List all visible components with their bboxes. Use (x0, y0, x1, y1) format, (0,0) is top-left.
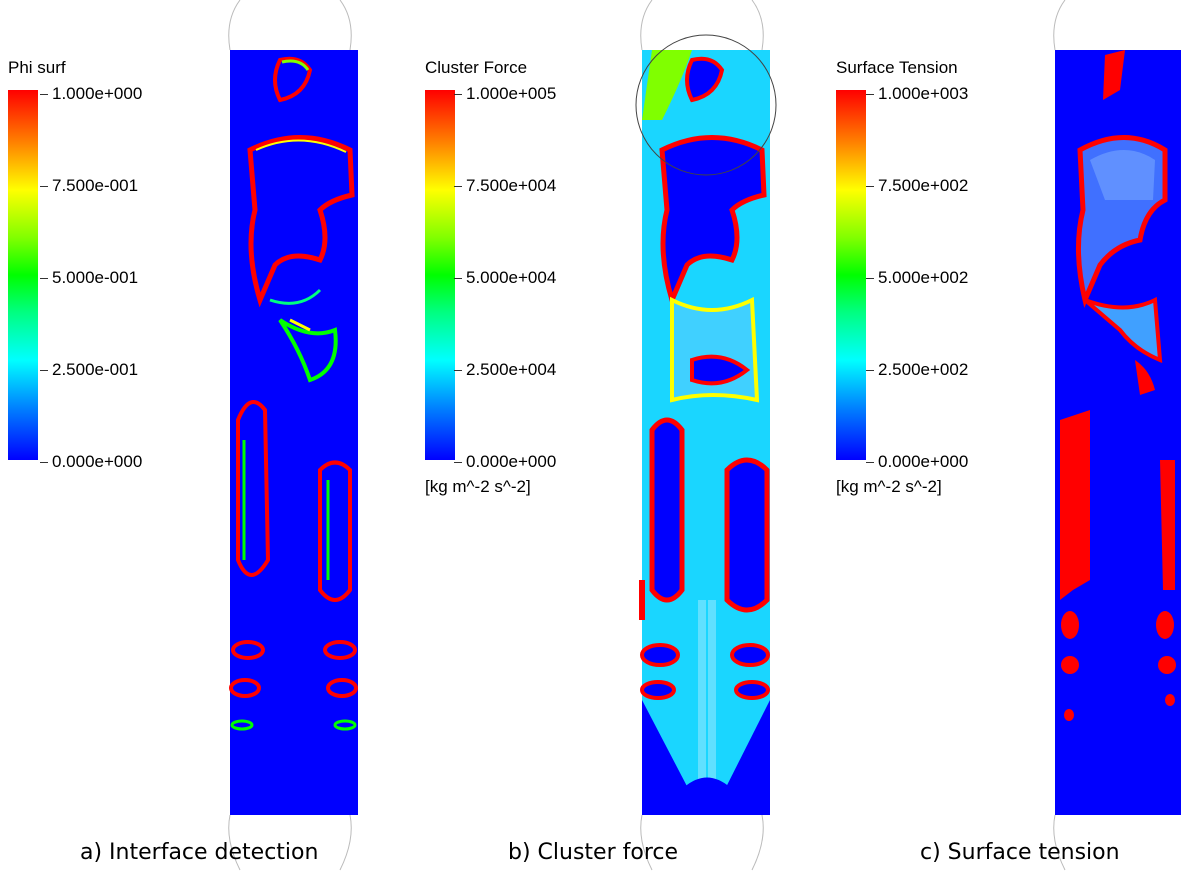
domain-outline (751, 0, 764, 51)
high-tension-region (1158, 656, 1176, 674)
high-tension-region (1103, 50, 1125, 100)
interface-contour (247, 135, 355, 308)
colorbar (425, 90, 455, 460)
interface-contour (229, 678, 261, 698)
contour-field (1053, 0, 1181, 871)
panel-caption: b) Cluster force (508, 840, 679, 865)
low-force-region (734, 680, 770, 700)
colorbar-tick-label: 0.000e+000 (865, 452, 969, 471)
colorbar-tick-label: 1.000e+000 (39, 84, 143, 103)
interface-contour (289, 318, 311, 332)
colorbar (836, 90, 866, 460)
high-tension-region (1160, 460, 1175, 590)
interface-contour (323, 640, 357, 660)
contour-field (228, 0, 358, 871)
panel-caption: a) Interface detection (80, 840, 319, 865)
colorbar-tick-label: 7.500e+004 (453, 176, 557, 195)
colorbar-tick-label: 2.500e+002 (865, 360, 969, 379)
domain-outline (751, 814, 764, 871)
unit-label: [kg m^-2 s^-2] (425, 477, 531, 496)
high-tension-region (1156, 611, 1174, 639)
low-force-region (730, 643, 770, 667)
annotation-circle (636, 35, 776, 175)
low-force-region (640, 643, 680, 667)
legend-title: Phi surf (8, 58, 66, 77)
domain-outline (640, 0, 653, 51)
high-tension-region (1064, 709, 1074, 721)
colorbar (8, 90, 38, 460)
domain-outline (228, 814, 241, 871)
colorbar-tick-label: 7.500e-001 (39, 176, 139, 195)
interface-contour (273, 56, 313, 103)
interface-contour (255, 139, 347, 153)
low-force-region (724, 457, 770, 613)
legend-title: Cluster Force (425, 58, 528, 77)
domain-outline (228, 0, 241, 51)
low-force-region (690, 354, 751, 386)
colorbar-tick-label: 0.000e+000 (453, 452, 557, 471)
colorbar-tick-label: 5.000e+004 (453, 268, 557, 287)
interface-contour (269, 288, 322, 305)
high-tension-region (1061, 611, 1079, 639)
interface-contour (281, 59, 310, 71)
colorbar-tick-label: 2.500e-001 (39, 360, 139, 379)
interface-contour (231, 640, 265, 660)
mid-tension-region (1090, 150, 1155, 200)
colorbar-tick-label: 0.000e+000 (39, 452, 143, 471)
flow-streak (698, 600, 716, 790)
low-force-region (685, 56, 725, 103)
interface-contour (278, 318, 338, 383)
domain-outline (339, 0, 352, 51)
high-tension-region (1060, 410, 1090, 600)
panel-caption: c) Surface tension (920, 840, 1120, 865)
interface-contour (230, 719, 254, 731)
interface-contour (326, 678, 358, 698)
mid-force-region (642, 50, 692, 120)
domain-outline (1053, 0, 1066, 51)
low-force-region (640, 680, 676, 700)
low-force-region (662, 777, 752, 815)
domain-outline (640, 814, 653, 871)
high-tension-region (1061, 656, 1079, 674)
legend-title: Surface Tension (836, 58, 958, 77)
colorbar-tick-label: 5.000e-001 (39, 268, 139, 287)
interface-contour (333, 719, 357, 731)
domain-outline (1053, 814, 1066, 871)
interface-contour (318, 460, 352, 602)
unit-label: [kg m^-2 s^-2] (836, 477, 942, 496)
domain-outline (339, 814, 352, 871)
colorbar-tick-label: 5.000e+002 (865, 268, 969, 287)
colorbar-tick-label: 7.500e+002 (865, 176, 969, 195)
interface-contour (236, 400, 271, 577)
high-tension-region (1135, 360, 1155, 395)
high-tension-region (1165, 694, 1175, 706)
colorbar-tick-label: 2.500e+004 (453, 360, 557, 379)
contour-field (632, 0, 782, 871)
colorbar-tick-label: 1.000e+003 (865, 84, 969, 103)
low-force-region (649, 417, 685, 603)
low-force-region (659, 135, 767, 308)
colorbar-tick-label: 1.000e+005 (453, 84, 557, 103)
high-tension-region (1083, 296, 1163, 364)
